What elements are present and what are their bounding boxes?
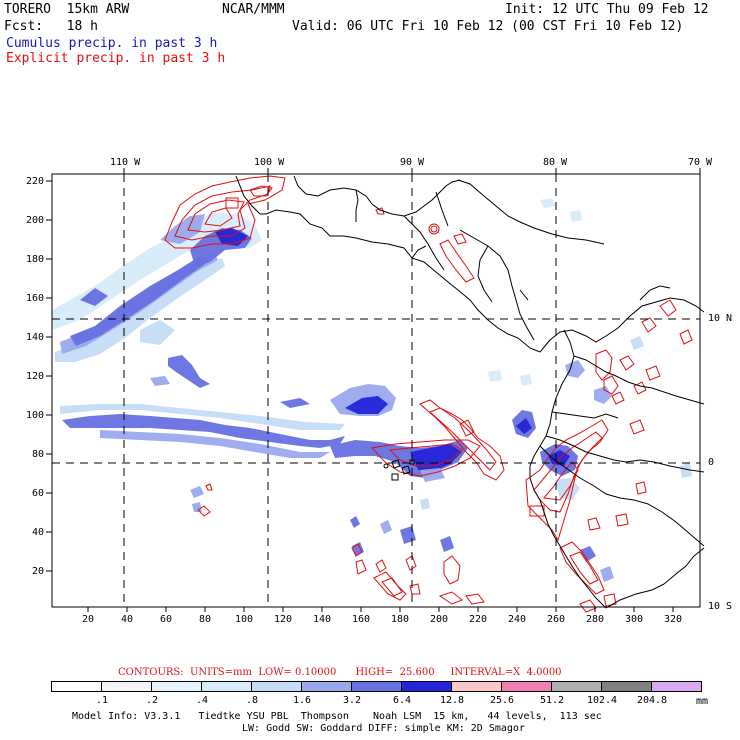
colorbar-cell (552, 681, 602, 692)
contours-info: CONTOURS: UNITS=mm LOW= 0.10000 HIGH= 25… (118, 667, 562, 678)
cumulus-precip-shading (52, 198, 692, 582)
lat-label-10n: 10 N (708, 313, 733, 324)
model-name: TORERO 15km ARW (4, 2, 130, 17)
field-cumulus: Cumulus precip. in past 3 h (6, 36, 218, 51)
colorbar-units: mm (696, 696, 709, 707)
colorbar-label: 25.6 (489, 695, 515, 706)
x-tick-label: 220 (469, 614, 488, 625)
colorbar-cell (502, 681, 552, 692)
lon-label-110w: 110 W (110, 157, 141, 168)
init-time: Init: 12 UTC Thu 09 Feb 12 (505, 2, 709, 17)
colorbar-cell (652, 681, 702, 692)
org-name: NCAR/MMM (222, 2, 285, 17)
coastlines (235, 175, 705, 609)
lon-label-90w: 90 W (400, 157, 425, 168)
x-tick-label: 40 (121, 614, 134, 625)
model-info: Model Info: V3.3.1 Tiedtke YSU PBL Thomp… (72, 711, 602, 722)
forecast-hour: Fcst: 18 h (4, 19, 98, 34)
colorbar-label: 3.2 (342, 695, 362, 706)
y-tick-label: 120 (26, 371, 45, 382)
model-physics: LW: Godd SW: Goddard DIFF: simple KM: 2D… (242, 723, 525, 734)
colorbar-label: .1 (95, 695, 109, 706)
colorbar-label: 6.4 (392, 695, 412, 706)
valid-time: Valid: 06 UTC Fri 10 Feb 12 (00 CST Fri … (292, 19, 684, 34)
y-tick-label: 220 (26, 176, 45, 187)
colorbar-label: 12.8 (439, 695, 465, 706)
y-tick-label: 180 (26, 254, 45, 265)
colorbar-label: 204.8 (636, 695, 668, 706)
colorbar-cell (602, 681, 652, 692)
y-tick-label: 20 (32, 566, 45, 577)
x-tick-label: 200 (430, 614, 449, 625)
x-tick-label: 300 (625, 614, 644, 625)
colorbar-cell (302, 681, 352, 692)
colorbar-cell (352, 681, 402, 692)
colorbar-cell (152, 681, 202, 692)
x-tick-label: 240 (508, 614, 527, 625)
lon-label-70w: 70 W (688, 157, 713, 168)
y-tick-label: 60 (32, 488, 45, 499)
lon-label-100w: 100 W (254, 157, 285, 168)
x-tick-label: 180 (391, 614, 410, 625)
colorbar-label: 1.6 (292, 695, 312, 706)
colorbar-label: .2 (145, 695, 159, 706)
y-tick-label: 100 (26, 410, 45, 421)
x-tick-label: 80 (199, 614, 212, 625)
colorbar-label: .8 (245, 695, 259, 706)
y-tick-label: 140 (26, 332, 45, 343)
x-tick-label: 20 (82, 614, 95, 625)
colorbar-cell (452, 681, 502, 692)
colorbar-cell (202, 681, 252, 692)
y-tick-label: 160 (26, 293, 45, 304)
colorbar-label: 51.2 (539, 695, 565, 706)
x-tick-label: 260 (547, 614, 566, 625)
x-tick-label: 280 (586, 614, 605, 625)
y-tick-label: 40 (32, 527, 45, 538)
lat-label-10s: 10 S (708, 601, 733, 612)
x-tick-label: 120 (274, 614, 293, 625)
y-tick-label: 80 (32, 449, 45, 460)
colorbar-label: .4 (195, 695, 209, 706)
tick-marks (46, 168, 701, 612)
explicit-precip-contours (164, 175, 693, 613)
colorbar-cell (402, 681, 452, 692)
lon-label-80w: 80 W (543, 157, 568, 168)
colorbar-cell (51, 681, 102, 692)
x-tick-label: 320 (664, 614, 683, 625)
x-tick-label: 100 (235, 614, 254, 625)
y-tick-label: 200 (26, 215, 45, 226)
x-tick-label: 60 (160, 614, 173, 625)
map-frame (51, 173, 701, 608)
field-explicit: Explicit precip. in past 3 h (6, 51, 226, 66)
lat-label-0: 0 (708, 457, 715, 468)
x-tick-label: 140 (313, 614, 332, 625)
lat-lon-grid (52, 174, 700, 607)
colorbar-cell (102, 681, 152, 692)
colorbar-label: 102.4 (586, 695, 618, 706)
x-tick-label: 160 (352, 614, 371, 625)
colorbar-cell (252, 681, 302, 692)
